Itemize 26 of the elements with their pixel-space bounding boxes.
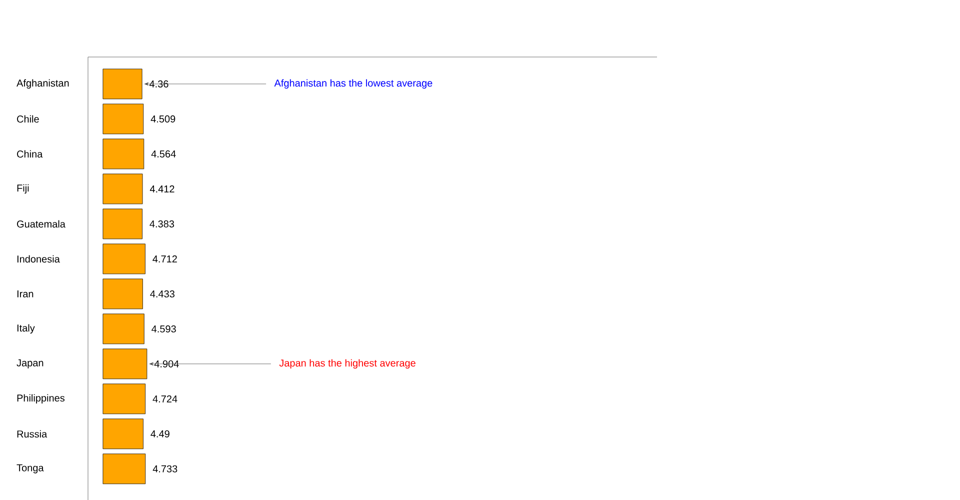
y-tick-label: Italy [17, 324, 35, 334]
data-label: 4.36 [149, 80, 168, 88]
data-label: 4.733 [152, 465, 178, 472]
data-label: 4.724 [152, 395, 178, 402]
annotation: Japan has the highest average [279, 359, 416, 369]
y-tick-label: Guatemala [17, 220, 66, 228]
data-label: 4.593 [152, 325, 176, 332]
data-label: 4.433 [150, 290, 174, 298]
data-label: 4.509 [150, 115, 176, 122]
data-label: 4.412 [150, 185, 174, 192]
data-label: 4.904 [154, 360, 179, 368]
y-tick-label: Philippines [17, 394, 65, 404]
y-tick-label: Afghanistan [16, 79, 69, 89]
y-tick-label: Russia [17, 430, 48, 438]
y-tick-label: Tonga [16, 464, 44, 474]
data-label: 4.564 [151, 150, 176, 158]
y-tick-label: Japan [16, 359, 44, 368]
annotation: Afghanistan has the lowest average [274, 79, 432, 89]
y-tick-label: Chile [17, 115, 39, 123]
y-tick-label: Fiji [17, 184, 29, 194]
y-tick-label: China [17, 150, 43, 158]
data-label: 4.712 [152, 255, 177, 262]
y-tick-label: Indonesia [17, 255, 60, 263]
data-label: 4.383 [150, 220, 174, 228]
data-label: 4.49 [150, 430, 170, 438]
y-tick-label: Iran [17, 290, 34, 298]
